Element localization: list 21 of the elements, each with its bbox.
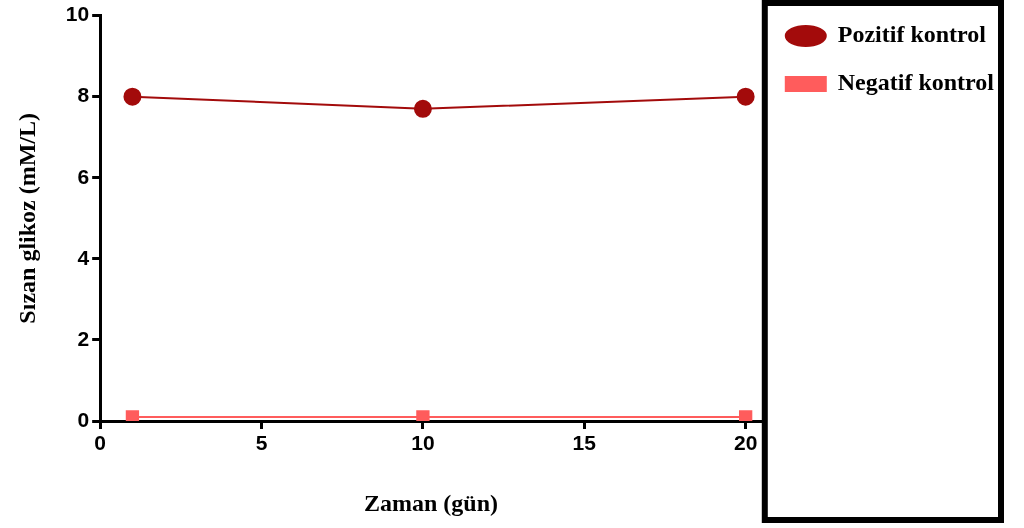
x-axis-title: Zaman (gün) <box>363 489 498 516</box>
x-tick-label: 10 <box>411 431 435 455</box>
legend-label: Negatif kontrol <box>837 69 995 96</box>
y-tick-label: 0 <box>77 407 90 431</box>
point <box>739 410 753 421</box>
point <box>413 99 432 118</box>
x-tick-label: 20 <box>733 431 758 455</box>
y-tick-label: 4 <box>77 245 90 269</box>
point <box>736 87 755 106</box>
point <box>123 87 142 106</box>
y-axis-title: Sızan glikoz (mM/L) <box>13 112 40 324</box>
legend-label: Pozitif kontrol <box>837 21 987 48</box>
y-tick-label: 6 <box>77 164 90 188</box>
x-tick-label: 5 <box>255 431 268 455</box>
point <box>416 410 430 421</box>
x-tick-label: 15 <box>572 431 597 455</box>
y-tick-label: 8 <box>77 83 90 107</box>
x-tick-label: 0 <box>94 431 106 455</box>
y-tick-label: 2 <box>77 326 90 350</box>
y-tick-label: 10 <box>65 2 90 26</box>
point <box>125 410 140 421</box>
